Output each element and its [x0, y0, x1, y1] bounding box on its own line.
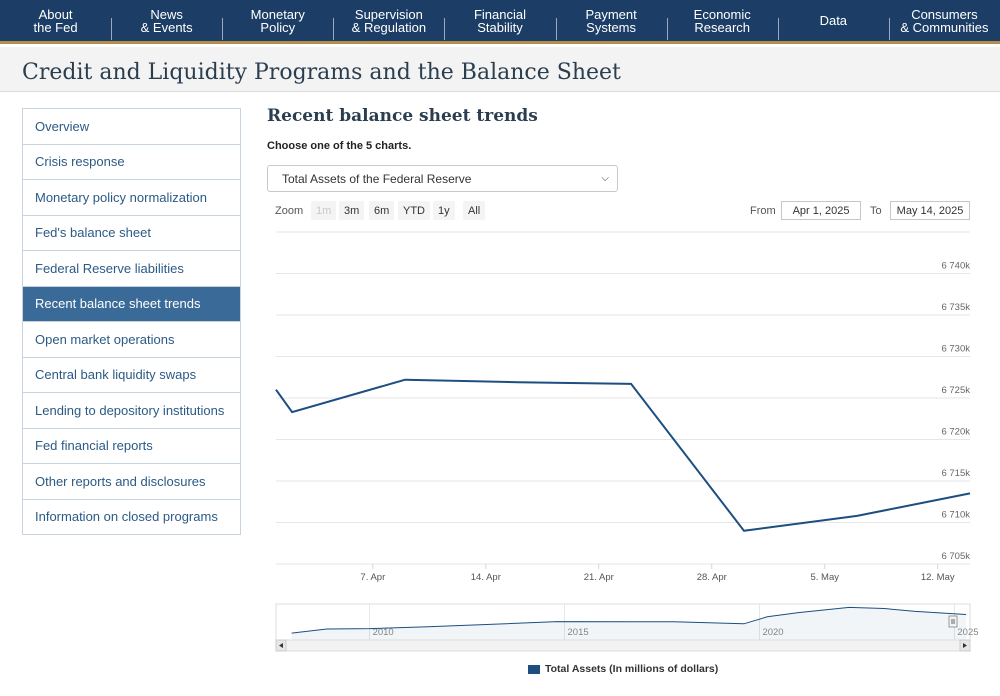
nav-item-monetary[interactable]: Monetary Policy: [222, 0, 333, 41]
nav-item-line2: Systems: [586, 19, 637, 35]
nav-item-line2: & Communities: [900, 19, 989, 35]
navigator-series-line: [291, 606, 967, 634]
y-tick-label: 6 725k: [941, 385, 970, 396]
nav-item-line1: Supervision: [354, 6, 423, 22]
scroll-left-arrow-icon: [279, 643, 283, 648]
navigator-scrollbar-track[interactable]: [275, 639, 971, 652]
x-tick-label: 12. May: [921, 572, 955, 583]
sidebar-item-crisis-response[interactable]: Crisis response: [23, 145, 240, 180]
nav-item-supervision[interactable]: Supervision & Regulation: [333, 0, 444, 41]
nav-item-line1: Payment: [585, 6, 637, 22]
y-tick-label: 6 740k: [941, 261, 970, 272]
zoom-button-6m[interactable]: 6m: [369, 201, 395, 220]
sidebar-item-recent-balance-sheet-trends[interactable]: Recent balance sheet trends: [23, 286, 240, 322]
nav-item-line1: About: [38, 6, 73, 22]
sidebar-item-central-bank-liquidity-swaps[interactable]: Central bank liquidity swaps: [23, 358, 240, 393]
navigator-tick-label: 2025: [957, 627, 978, 638]
nav-item-financial[interactable]: Financial Stability: [444, 0, 555, 41]
section-title: Recent balance sheet trends: [267, 106, 538, 126]
chevron-down-icon: ⌵: [601, 173, 609, 184]
x-tick-label: 21. Apr: [584, 572, 614, 583]
nav-item-line2: & Events: [140, 19, 193, 35]
sidebar-item-lending-to-depository-institutions[interactable]: Lending to depository institutions: [23, 393, 240, 429]
choose-chart-label: Choose one of the 5 charts.: [267, 140, 412, 152]
nav-item-line1: Consumers: [911, 6, 978, 22]
scroll-right-arrow-icon: [963, 643, 967, 648]
x-tick-label: 5. May: [810, 572, 839, 583]
sidebar-item-fed-s-balance-sheet[interactable]: Fed's balance sheet: [23, 216, 240, 251]
nav-item-about[interactable]: About the Fed: [0, 0, 111, 41]
chart-select-dropdown[interactable]: Total Assets of the Federal Reserve ⌵: [267, 165, 618, 192]
nav-item-line1: Monetary: [250, 6, 305, 22]
from-date-input[interactable]: Apr 1, 2025: [781, 201, 861, 220]
y-tick-label: 6 715k: [941, 468, 970, 479]
title-band: [0, 47, 1000, 92]
sidebar-item-fed-financial-reports[interactable]: Fed financial reports: [23, 429, 240, 464]
nav-item-line1: Financial: [473, 6, 526, 22]
sidebar-item-federal-reserve-liabilities[interactable]: Federal Reserve liabilities: [23, 251, 240, 287]
nav-item-line2: Research: [694, 19, 751, 35]
zoom-button-1m[interactable]: 1m: [311, 201, 337, 220]
legend-swatch: [528, 664, 540, 674]
sidebar-item-information-on-closed-programs[interactable]: Information on closed programs: [23, 500, 240, 535]
sidebar-item-open-market-operations[interactable]: Open market operations: [23, 322, 240, 358]
zoom-button-1y[interactable]: 1y: [433, 201, 455, 220]
y-tick-label: 6 720k: [941, 427, 970, 438]
sidebar-item-other-reports-and-disclosures[interactable]: Other reports and disclosures: [23, 464, 240, 500]
nav-item-line2: & Regulation: [351, 19, 427, 35]
navigator-area: [291, 607, 967, 640]
nav-item-line2: Policy: [260, 19, 296, 35]
zoom-button-all[interactable]: All: [463, 201, 486, 220]
y-tick-label: 6 710k: [941, 510, 970, 521]
series-line-total-assets: [275, 378, 971, 532]
nav-item-line1: Data: [819, 13, 848, 28]
x-tick-label: 7. Apr: [360, 572, 385, 583]
to-date-input[interactable]: May 14, 2025: [890, 201, 970, 220]
nav-item-payment[interactable]: Payment Systems: [555, 0, 667, 41]
y-tick-label: 6 730k: [941, 344, 970, 355]
x-tick-label: 14. Apr: [471, 572, 501, 583]
y-tick-label: 6 705k: [941, 551, 970, 562]
nav-item-economic[interactable]: Economic Research: [666, 0, 778, 41]
navigator-tick-label: 2010: [373, 627, 394, 638]
zoom-label: Zoom: [275, 205, 304, 217]
navigator-tick-label: 2015: [568, 627, 589, 638]
from-label: From: [750, 205, 776, 217]
y-tick-label: 6 735k: [941, 302, 970, 313]
x-tick-label: 28. Apr: [697, 572, 727, 583]
sidebar-item-overview[interactable]: Overview: [23, 109, 240, 145]
page-title: Credit and Liquidity Programs and the Ba…: [22, 60, 621, 85]
nav-item-line1: News: [150, 6, 183, 22]
nav-item-consumers[interactable]: Consumers & Communities: [888, 0, 1000, 41]
nav-item-news[interactable]: News & Events: [111, 0, 222, 41]
top-navigation: About the Fed News & Events Monetary Policy Su…: [0, 0, 1000, 44]
nav-item-data[interactable]: Data: [777, 0, 889, 41]
sidebar-nav: Overview Crisis response Monetary policy n…: [22, 108, 241, 535]
navigator-handle-icon[interactable]: [948, 615, 958, 628]
navigator-tick-label: 2020: [762, 627, 783, 638]
nav-item-line2: the Fed: [33, 19, 78, 35]
zoom-button-3m[interactable]: 3m: [339, 201, 365, 220]
zoom-button-ytd[interactable]: YTD: [398, 201, 430, 220]
sidebar-item-monetary-policy-normalization[interactable]: Monetary policy normalization: [23, 180, 240, 216]
legend-label: Total Assets (In millions of dollars): [545, 663, 719, 675]
nav-item-line2: Stability: [477, 19, 523, 35]
nav-item-line1: Economic: [693, 6, 751, 22]
to-label: To: [870, 205, 882, 217]
chart-legend-item[interactable]: Total Assets (In millions of dollars): [528, 663, 718, 675]
chart-select-value: Total Assets of the Federal Reserve: [282, 171, 472, 186]
